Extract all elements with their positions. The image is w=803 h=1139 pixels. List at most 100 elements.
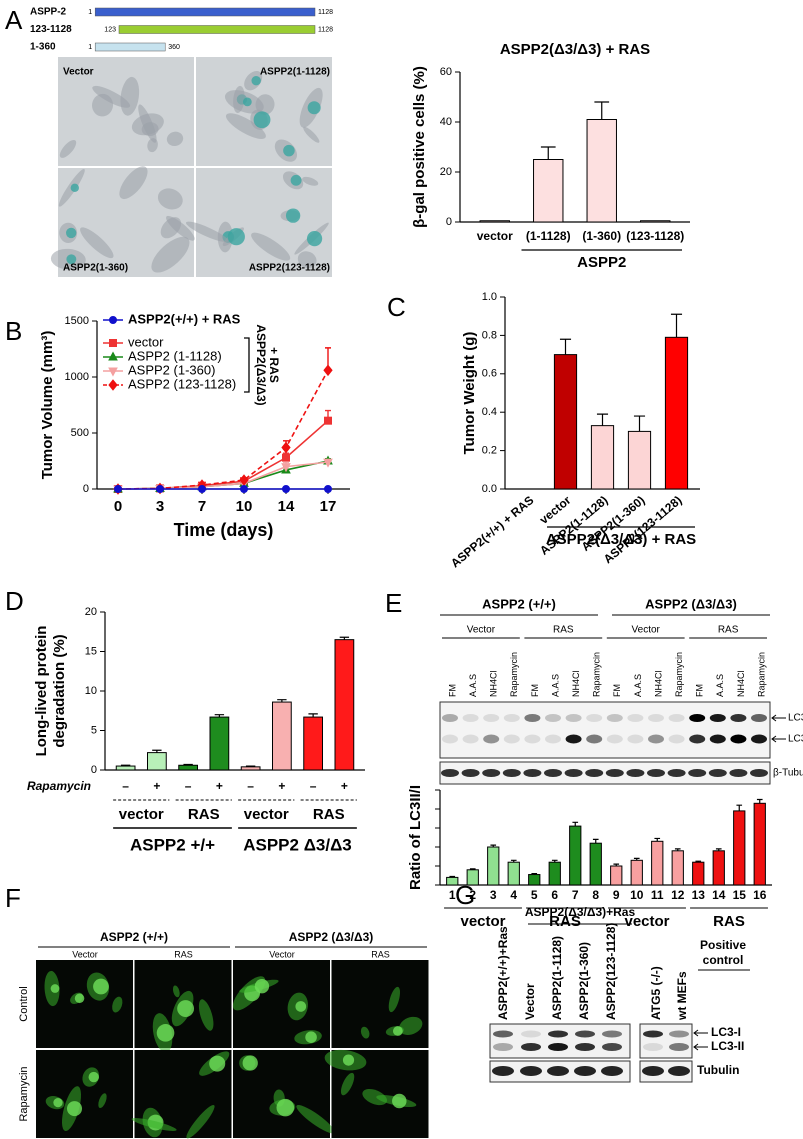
x-tick-label: 17 [320,498,337,515]
micrograph-label: Vector [63,67,94,78]
x-tick-label: 8 [592,888,599,902]
band [751,714,767,722]
x-axis-title: Time (days) [174,520,274,540]
arrow [693,1029,708,1037]
x-tick-label: 13 [692,888,706,902]
row-label: Control [18,986,30,1021]
blot [489,1023,631,1059]
band [642,1066,664,1076]
x-tick-label: 1 [449,888,456,902]
lane-label: A.A.S [468,674,478,697]
y-axis-title: Ratio of LC3II/I [407,785,424,890]
error-bar [277,699,287,703]
bar [590,425,615,490]
error-bar [695,860,702,863]
cell [59,139,77,158]
cell [147,138,158,153]
cell [225,113,266,139]
x-tick-label: + [278,779,285,793]
band [442,734,458,744]
stain [93,978,109,995]
construct-name: ASPP-2 [30,7,67,18]
bar [334,639,355,771]
band [643,1030,663,1038]
bar [712,850,725,886]
cell [112,996,123,1013]
band [606,714,623,722]
band [648,734,664,744]
cell [296,1104,335,1134]
cell [131,1118,177,1131]
bar [692,861,705,886]
x-tick-label: 12 [671,888,685,902]
bar [640,220,671,223]
group-label: vector [119,806,164,823]
band-label: LC3I [788,713,803,724]
error-bar [572,821,579,827]
cell [172,985,180,998]
bar [630,859,643,886]
stain [209,1055,226,1072]
cell [151,236,190,273]
band [709,734,726,744]
lane-label: Rapamycin [592,652,602,697]
cell [198,999,214,1031]
cell [399,1016,423,1035]
arrow [693,1043,708,1051]
bar [479,220,510,223]
cell [157,188,183,210]
band [708,769,727,777]
y-tick-label: 500 [71,427,89,439]
band [648,714,664,722]
y-tick-label: 40 [440,116,452,128]
cell [160,217,182,239]
bar [178,764,198,771]
band [441,769,459,777]
stain [156,1024,175,1042]
band [503,714,520,722]
image-tile [331,960,429,1048]
x-tick-label: 3 [156,498,164,515]
point [281,463,291,473]
error-bar [654,837,661,842]
point [282,485,290,493]
stain [283,144,295,157]
band [493,1043,513,1051]
x-tick-label: ASPP2(+/+) + RAS [448,493,536,570]
error-bar [613,863,620,866]
stain [242,97,252,107]
series-line [117,461,329,490]
band [668,714,685,722]
lane-label: ASPP2(1-360) [577,942,591,1020]
bar [548,861,561,886]
band [627,734,644,744]
series-line [117,420,329,490]
condition-label: Vector [72,949,98,959]
lane-label: NH4Cl [489,670,499,697]
stain [306,230,323,247]
y-tick-label: 20 [440,166,452,178]
construct-start: 123 [104,26,116,33]
panel-letter: G [455,880,475,910]
band [521,1043,541,1051]
loading-label: β-Tubulin [773,768,803,779]
lane-label: NH4Cl [736,670,746,697]
bar [466,869,479,886]
error-bar [551,859,558,863]
point [323,364,333,377]
bar [115,765,136,771]
bar [147,752,167,771]
error-bar [214,714,225,718]
control-label: control [703,953,744,967]
image-tile [36,1050,133,1138]
y-tick-label: 10 [85,685,97,697]
band [483,734,500,744]
point [324,485,332,493]
legend-label: vector [128,334,164,349]
stain [227,228,245,246]
construct-bar [118,25,316,34]
stain [88,1071,99,1083]
band [565,714,582,722]
x-tick-label: – [185,779,192,793]
bar [627,430,652,490]
